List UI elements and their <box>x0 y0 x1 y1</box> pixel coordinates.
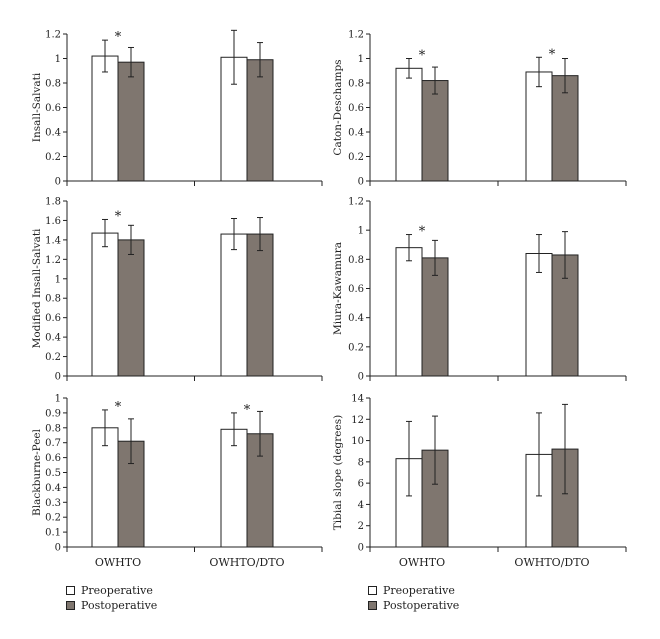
bar-postoperative <box>117 61 145 182</box>
legend-item-preoperative: Preoperative <box>66 583 157 597</box>
y-tick-label: 0.6 <box>45 103 61 114</box>
bar-postoperative <box>117 239 145 377</box>
significance-marker: * <box>419 225 426 240</box>
bar-postoperative <box>246 59 274 182</box>
y-tick-label: 0.8 <box>45 294 61 305</box>
legend-item-postoperative: Postoperative <box>368 598 459 612</box>
x-category-label: OWHTO <box>95 556 141 569</box>
y-tick-label: 0.4 <box>45 483 61 494</box>
significance-marker: * <box>244 403 251 418</box>
bar-postoperative <box>421 80 449 182</box>
legend-left: Preoperative Postoperative <box>66 583 157 613</box>
y-tick-label: 0 <box>55 543 61 554</box>
y-tick-label: 0.9 <box>45 408 61 419</box>
y-tick-label: 0.6 <box>348 103 364 114</box>
bar-preoperative <box>220 233 248 377</box>
y-tick-label: 0.2 <box>45 513 61 524</box>
legend-label-preoperative: Preoperative <box>383 583 455 597</box>
significance-marker: * <box>115 30 122 45</box>
y-axis-label: Tibial slope (degrees) <box>332 415 344 530</box>
legend-label-postoperative: Postoperative <box>383 598 460 612</box>
y-tick-label: 0.4 <box>348 313 364 324</box>
y-tick-label: 1.2 <box>45 30 61 41</box>
legend-swatch-postoperative <box>66 600 75 610</box>
bar-preoperative <box>220 428 248 548</box>
y-tick-label: 0 <box>55 177 61 188</box>
y-tick-label: 0.2 <box>45 152 61 163</box>
y-tick-label: 1 <box>55 274 61 285</box>
y-tick-label: 12 <box>351 415 364 426</box>
y-axis-label: Blackburne-Peel <box>31 428 43 516</box>
y-tick-label: 1.2 <box>348 197 364 208</box>
y-tick-label: 10 <box>351 436 364 447</box>
y-tick-label: 0.8 <box>45 423 61 434</box>
y-tick-label: 1.2 <box>45 255 61 266</box>
y-tick-label: 8 <box>358 457 364 468</box>
y-tick-label: 0.8 <box>45 79 61 90</box>
y-tick-label: 0.7 <box>45 438 61 449</box>
y-tick-label: 14 <box>351 394 364 405</box>
bar-preoperative <box>91 232 119 377</box>
y-tick-label: 6 <box>358 479 364 490</box>
y-tick-label: 1 <box>55 394 61 405</box>
significance-marker: * <box>115 209 122 224</box>
y-tick-label: 0.4 <box>45 333 61 344</box>
y-tick-label: 0.2 <box>348 152 364 163</box>
y-axis-label: Modified Insall-Salvati <box>31 228 43 348</box>
x-category-label: OWHTO/DTO <box>209 556 284 569</box>
y-tick-label: 1 <box>358 226 364 237</box>
y-tick-label: 0.6 <box>45 313 61 324</box>
y-axis-label: Insall-Salvati <box>31 72 43 142</box>
legend-item-preoperative: Preoperative <box>368 583 459 597</box>
significance-marker: * <box>115 400 122 415</box>
y-tick-label: 0.6 <box>348 284 364 295</box>
y-tick-label: 1.4 <box>45 235 61 246</box>
y-tick-label: 0.2 <box>45 352 61 363</box>
y-tick-label: 0 <box>55 372 61 383</box>
y-axis-label: Miura-Kawamura <box>332 242 344 335</box>
legend-item-postoperative: Postoperative <box>66 598 157 612</box>
legend-swatch-preoperative <box>368 585 377 595</box>
y-tick-label: 1.8 <box>45 197 61 208</box>
y-tick-label: 0.2 <box>348 342 364 353</box>
bar-preoperative <box>395 247 423 377</box>
bar-preoperative <box>395 67 423 182</box>
significance-marker: * <box>549 47 556 62</box>
y-tick-label: 0.3 <box>45 498 61 509</box>
bar-postoperative <box>421 257 449 377</box>
legend-swatch-postoperative <box>368 600 377 610</box>
y-tick-label: 0.4 <box>348 128 364 139</box>
y-tick-label: 0.8 <box>348 255 364 266</box>
y-tick-label: 0.5 <box>45 468 61 479</box>
bar-preoperative <box>525 71 553 182</box>
significance-marker: * <box>419 49 426 64</box>
x-category-label: OWHTO/DTO <box>514 556 589 569</box>
y-tick-label: 0 <box>358 372 364 383</box>
legend-label-postoperative: Postoperative <box>81 598 158 612</box>
y-tick-label: 0.6 <box>45 453 61 464</box>
y-tick-label: 1 <box>55 54 61 65</box>
y-tick-label: 1.6 <box>45 216 61 227</box>
legend-swatch-preoperative <box>66 585 75 595</box>
y-tick-label: 2 <box>358 521 364 532</box>
x-category-label: OWHTO <box>399 556 445 569</box>
legend-label-preoperative: Preoperative <box>81 583 153 597</box>
y-tick-label: 1.2 <box>348 30 364 41</box>
bar-postoperative <box>246 233 274 377</box>
legend-right: Preoperative Postoperative <box>368 583 459 613</box>
y-tick-label: 0.1 <box>45 528 61 539</box>
y-axis-label: Caton-Deschamps <box>332 59 344 155</box>
y-tick-label: 0 <box>358 177 364 188</box>
bar-preoperative <box>91 55 119 182</box>
y-tick-label: 4 <box>358 500 364 511</box>
y-tick-label: 0.8 <box>348 79 364 90</box>
y-tick-label: 0.4 <box>45 128 61 139</box>
y-tick-label: 0 <box>358 543 364 554</box>
y-tick-label: 1 <box>358 54 364 65</box>
